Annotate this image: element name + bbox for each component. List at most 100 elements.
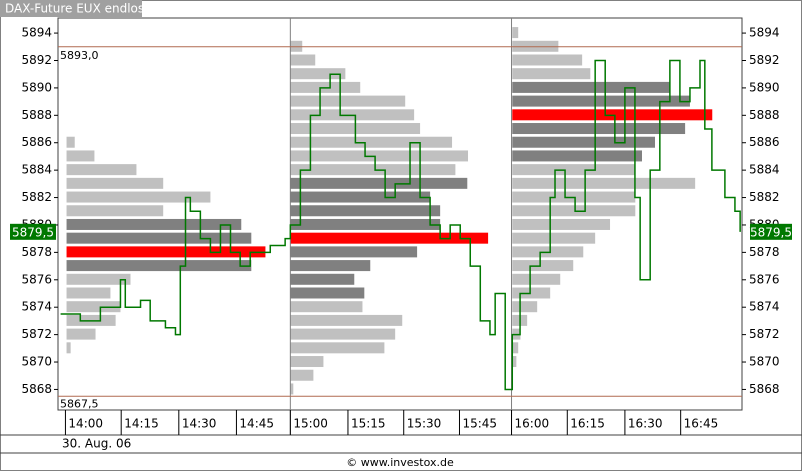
current-price-box: [10, 223, 56, 240]
profile-bar: [66, 191, 211, 203]
profile-bar: [66, 273, 131, 285]
x-tick-label: 14:15: [124, 417, 159, 431]
profile-bar: [512, 260, 574, 272]
y-tick-label: 5886: [21, 135, 52, 149]
profile-bar: [290, 95, 406, 107]
x-tick-label: 14:45: [239, 417, 274, 431]
profile-bar: [512, 342, 519, 354]
profile-bar: [66, 301, 121, 313]
x-tick-label: 15:00: [293, 417, 328, 431]
profile-bar: [290, 54, 316, 66]
level-label: 5867,5: [60, 397, 99, 410]
profile-bar: [290, 383, 294, 395]
profile-bar: [290, 273, 355, 285]
profile-bar: [290, 191, 431, 203]
y-tick-label: 5882: [21, 190, 52, 204]
profile-bar: [290, 205, 441, 217]
profile-bar: [66, 260, 252, 272]
y-tick-label: 5878: [21, 245, 52, 259]
current-price-label: 5879,5: [750, 225, 792, 239]
y-tick-label: 5888: [749, 108, 780, 122]
profile-bar: [512, 81, 671, 93]
profile-bar: [512, 218, 611, 230]
profile-bar: [66, 205, 164, 217]
profile-bar: [290, 342, 385, 354]
x-tick-label: 15:30: [407, 417, 442, 431]
profile-bar: [512, 136, 656, 148]
current-price-label: 5879,5: [12, 225, 54, 239]
profile-bar: [66, 328, 96, 340]
y-tick-label: 5876: [749, 272, 780, 286]
y-tick-label: 5868: [749, 382, 780, 396]
plot-frame: [57, 17, 743, 411]
profile-bar: [66, 136, 75, 148]
x-tick-label: 16:30: [628, 417, 663, 431]
profile-bar: [290, 150, 469, 162]
profile-bar: [512, 205, 636, 217]
y-tick-label: 5874: [21, 300, 52, 314]
profile-bar: [512, 123, 686, 135]
x-tick-label: 15:45: [462, 417, 497, 431]
y-tick-label: 5874: [749, 300, 780, 314]
title-bar: [0, 0, 142, 17]
current-price-box: [750, 223, 792, 240]
level-label: 5893,0: [60, 49, 99, 62]
y-tick-label: 5876: [21, 272, 52, 286]
profile-bar: [512, 301, 538, 313]
profile-bar: [290, 301, 363, 313]
profile-bar: [290, 136, 453, 148]
y-tick-label: 5868: [21, 382, 52, 396]
profile-bar: [512, 177, 696, 189]
profile-bar: [290, 260, 371, 272]
x-tick-label: 16:15: [570, 417, 605, 431]
y-tick-label: 5890: [749, 80, 780, 94]
profile-bar: [290, 218, 441, 230]
profile-bar: [66, 164, 137, 176]
y-tick-label: 5870: [21, 355, 52, 369]
chart-title: DAX-Future EUX endlos: [5, 2, 144, 16]
y-tick-label: 5882: [749, 190, 780, 204]
profile-bar: [66, 246, 266, 258]
profile-bar: [290, 164, 456, 176]
profile-bar: [290, 356, 324, 368]
profile-bar: [290, 68, 346, 80]
profile-bar: [66, 342, 71, 354]
y-tick-label: 5894: [749, 26, 780, 40]
profile-bar: [512, 287, 551, 299]
y-tick-label: 5886: [749, 135, 780, 149]
y-tick-label: 5892: [749, 53, 780, 67]
profile-bar: [66, 177, 164, 189]
x-tick-label: 15:15: [351, 417, 386, 431]
profile-bar: [66, 218, 242, 230]
footer: © www.investox.de: [346, 456, 454, 469]
y-tick-label: 5884: [21, 163, 52, 177]
profile-bar: [512, 273, 561, 285]
profile-bar: [512, 232, 596, 244]
profile-bar: [290, 246, 418, 258]
profile-bar: [512, 150, 643, 162]
y-tick-label: 5872: [749, 327, 780, 341]
y-tick-label: 5872: [21, 327, 52, 341]
profile-bar: [290, 177, 468, 189]
x-tick-label: 14:00: [68, 417, 103, 431]
profile-bar: [512, 68, 591, 80]
profile-bar: [512, 164, 636, 176]
profile-bar: [512, 95, 690, 107]
x-tick-label: 16:45: [684, 417, 719, 431]
date-label: 30. Aug. 06: [62, 437, 131, 451]
y-tick-label: 5890: [21, 80, 52, 94]
profile-bar: [290, 287, 365, 299]
x-tick-label: 14:30: [182, 417, 217, 431]
profile-bar: [66, 150, 95, 162]
y-tick-label: 5888: [21, 108, 52, 122]
profile-bar: [290, 369, 314, 381]
profile-bar: [290, 232, 489, 244]
y-tick-label: 5884: [749, 163, 780, 177]
profile-bar: [290, 328, 396, 340]
profile-bar: [512, 27, 519, 39]
x-tick-label: 16:00: [515, 417, 550, 431]
y-tick-label: 5894: [21, 26, 52, 40]
profile-bar: [512, 356, 517, 368]
profile-bar: [66, 287, 111, 299]
